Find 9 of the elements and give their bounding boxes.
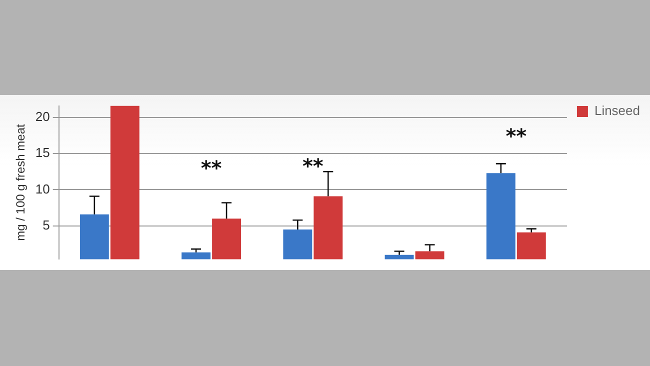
y-tick-label: 15 [35, 145, 50, 160]
y-axis-title: mg / 100 g fresh meat [14, 123, 28, 241]
annotation: ** [506, 124, 528, 148]
annotation: ** [302, 154, 324, 178]
y-tick-label: 20 [35, 108, 50, 124]
y-tick-label: 5 [42, 217, 50, 232]
legend-label: Linseed [594, 103, 640, 118]
y-tick-label: 10 [35, 181, 50, 196]
annotation: ** [200, 156, 222, 180]
